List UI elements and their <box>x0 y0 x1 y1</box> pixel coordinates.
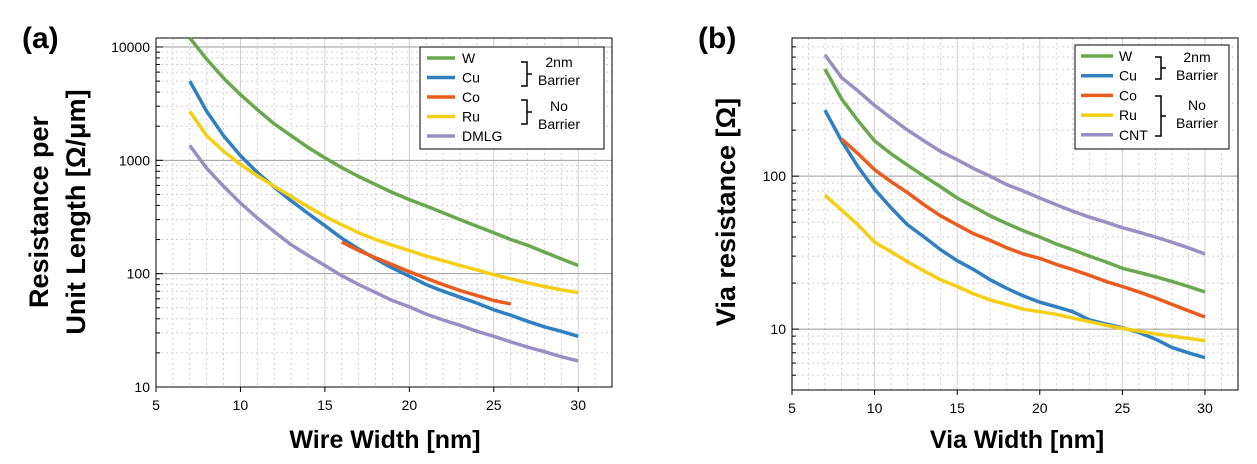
legend-bracket-b-2 <box>1155 95 1166 137</box>
y-tick-label: 100 <box>127 266 151 282</box>
legend-items-b: W Cu Co Ru CNT <box>1081 48 1148 143</box>
legend-group-a-2-line2: Barrier <box>538 116 580 132</box>
legend-label-ru: Ru <box>1119 107 1137 123</box>
legend-bracket-b-1 <box>1155 56 1166 80</box>
legend-group-b-2-line1: No <box>1188 97 1206 113</box>
legend-label-ru: Ru <box>462 109 480 125</box>
series-lines-a <box>188 36 579 363</box>
legend-label-co: Co <box>1119 87 1137 103</box>
series-line-ru <box>188 110 579 295</box>
legend-label-w: W <box>462 50 476 66</box>
legend-label-co: Co <box>462 89 480 105</box>
series-line-cu <box>823 109 1206 360</box>
panel-label-a: (a) <box>22 22 59 55</box>
chart-panel-b: (b) 5 10 15 20 25 30 10 100 Via Width [nm] Via… <box>698 22 1239 454</box>
series-line-dmlg <box>188 144 579 363</box>
x-tick-label: 10 <box>867 400 883 416</box>
series-line-cnt <box>823 53 1206 256</box>
legend-group-b-1-line2: Barrier <box>1176 67 1218 83</box>
x-tick-label: 25 <box>1115 400 1131 416</box>
x-ticks-b: 5 10 15 20 25 30 <box>788 390 1213 416</box>
legend-b: W Cu Co Ru CNT 2nm Barrier No Barrier <box>1074 44 1230 150</box>
x-tick-label: 25 <box>486 397 502 413</box>
legend-label-dmlg: DMLG <box>462 128 502 144</box>
series-line-w <box>188 36 579 268</box>
y-tick-label: 10000 <box>111 39 150 55</box>
legend-label-cu: Cu <box>462 70 480 86</box>
legend-group-b-1-line1: 2nm <box>1183 49 1210 65</box>
legend-label-w: W <box>1119 48 1133 64</box>
legend-items-a: W Cu Co Ru DMLG <box>427 50 502 144</box>
x-tick-label: 10 <box>233 397 249 413</box>
x-tick-label: 15 <box>317 397 333 413</box>
legend-group-a-1-line1: 2nm <box>545 54 572 70</box>
x-tick-label: 20 <box>402 397 418 413</box>
legend-label-cu: Cu <box>1119 68 1137 84</box>
legend-group-a-2-line1: No <box>550 98 568 114</box>
series-line-cu <box>188 80 579 338</box>
x-axis-label-b: Via Width [nm] <box>930 426 1104 454</box>
plot-frame-b <box>791 37 1239 391</box>
y-tick-label: 1000 <box>119 152 150 168</box>
y-ticks-a: 10 100 1000 10000 <box>111 39 163 395</box>
x-tick-label: 20 <box>1032 400 1048 416</box>
x-tick-label: 30 <box>1197 400 1213 416</box>
series-line-co <box>840 137 1206 319</box>
y-tick-label: 10 <box>134 379 150 395</box>
x-tick-label: 5 <box>152 397 160 413</box>
y-tick-label: 100 <box>763 168 787 184</box>
y-axis-label-b: Via resistance [Ω] <box>711 98 741 326</box>
series-line-co <box>341 240 512 306</box>
legend-label-cnt: CNT <box>1119 127 1148 143</box>
x-axis-label-a: Wire Width [nm] <box>289 426 480 454</box>
legend-bracket-a-2 <box>521 99 532 125</box>
series-line-w <box>823 68 1206 294</box>
panel-label-b: (b) <box>698 22 736 55</box>
legend-group-b-2-line2: Barrier <box>1176 115 1218 131</box>
series-lines-b <box>823 53 1206 360</box>
x-ticks-a: 5 10 15 20 25 30 <box>152 387 586 413</box>
legend-bracket-a-1 <box>521 61 532 87</box>
y-tick-label: 10 <box>770 321 786 337</box>
y-axis-label-a-line2: Unit Length [Ω/μm] <box>61 89 91 334</box>
legend-a: W Cu Co Ru DMLG 2nm Barrier No Barrier <box>419 46 605 150</box>
plot-frame-a <box>155 37 613 388</box>
y-ticks-b: 10 100 <box>763 37 799 391</box>
y-axis-label-a-line1: Resistance per <box>24 115 54 308</box>
series-line-ru <box>823 193 1206 343</box>
legend-group-a-1-line2: Barrier <box>538 72 580 88</box>
x-tick-label: 5 <box>788 400 796 416</box>
x-tick-label: 15 <box>949 400 965 416</box>
x-tick-label: 30 <box>570 397 586 413</box>
